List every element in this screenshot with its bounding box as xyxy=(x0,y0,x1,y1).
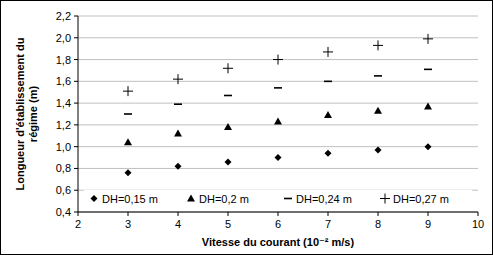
grid-line xyxy=(78,103,478,104)
legend-label: DH=0,15 m xyxy=(102,193,158,205)
legend: DH=0,15 m DH=0,2 m DH=0,24 m DH=0,27 m xyxy=(84,190,472,207)
grid-line xyxy=(78,16,478,17)
y-tick xyxy=(74,124,78,125)
x-tick xyxy=(128,212,129,216)
y-tick xyxy=(74,168,78,169)
x-tick xyxy=(178,212,179,216)
legend-symbol xyxy=(284,198,292,200)
y-tick xyxy=(74,37,78,38)
point xyxy=(173,74,183,84)
point xyxy=(273,55,283,65)
y-axis xyxy=(78,16,79,212)
point xyxy=(423,34,433,44)
point xyxy=(175,163,182,170)
point xyxy=(274,87,282,89)
point xyxy=(225,158,232,165)
point xyxy=(275,154,282,161)
legend-label: DH=0,27 m xyxy=(393,193,449,205)
chart-frame xyxy=(1,1,493,255)
point xyxy=(324,111,332,118)
y-tick-label: 1,2 xyxy=(56,119,71,131)
point xyxy=(124,138,132,145)
point xyxy=(325,150,332,157)
x-tick xyxy=(278,212,279,216)
series xyxy=(124,69,432,114)
legend-symbol xyxy=(187,195,195,202)
x-tick xyxy=(228,212,229,216)
y-axis-label: Longueur d'établissement durégime (m) xyxy=(14,38,39,191)
point xyxy=(375,146,382,153)
y-tick xyxy=(74,16,78,17)
y-tick-label: 0,4 xyxy=(56,206,71,218)
x-tick xyxy=(428,212,429,216)
legend-symbol xyxy=(91,195,98,202)
y-tick-label: 2,0 xyxy=(56,32,71,44)
point xyxy=(374,75,382,77)
x-tick xyxy=(478,212,479,216)
x-tick-label: 3 xyxy=(125,218,131,230)
y-tick-label: 0,6 xyxy=(56,184,71,196)
point xyxy=(123,86,133,96)
point xyxy=(174,103,182,105)
point xyxy=(124,113,132,115)
point xyxy=(323,47,333,57)
y-tick-label: 1,0 xyxy=(56,141,71,153)
y-tick xyxy=(74,81,78,82)
point xyxy=(224,123,232,130)
y-tick-label: 1,4 xyxy=(56,97,71,109)
x-tick-label: 5 xyxy=(225,218,231,230)
point xyxy=(324,81,332,83)
point xyxy=(424,69,432,71)
x-tick-label: 2 xyxy=(75,218,81,230)
y-tick xyxy=(74,59,78,60)
point xyxy=(425,143,432,150)
plot-marks xyxy=(123,34,433,176)
chart: 0,4 0,6 0,8 1,0 1,2 1,4 1,6 1,8 2,0 2,2 2 3 4 5 6 7 8 9 10… xyxy=(0,0,493,255)
x-tick-label: 8 xyxy=(375,218,381,230)
point xyxy=(424,102,432,109)
x-tick-label: 6 xyxy=(275,218,281,230)
y-tick xyxy=(74,212,78,213)
y-tick xyxy=(74,103,78,104)
grid-line xyxy=(78,212,478,213)
x-tick xyxy=(328,212,329,216)
legend-label: DH=0,2 m xyxy=(199,193,249,205)
x-axis-label: Vitesse du courant (10⁻² m/s) xyxy=(202,236,355,248)
point xyxy=(373,40,383,50)
y-tick-label: 0,8 xyxy=(56,162,71,174)
y-tick xyxy=(74,190,78,191)
legend-symbol xyxy=(380,194,390,204)
y-tick-label: 1,6 xyxy=(56,75,71,87)
grid-line xyxy=(78,146,478,147)
x-axis xyxy=(78,212,478,213)
x-tick-label: 9 xyxy=(425,218,431,230)
point xyxy=(274,118,282,125)
y-tick xyxy=(74,146,78,147)
grid-line xyxy=(78,81,478,82)
y-tick-label: 1,8 xyxy=(56,54,71,66)
series xyxy=(123,34,433,96)
x-tick xyxy=(378,212,379,216)
x-tick-label: 7 xyxy=(325,218,331,230)
point xyxy=(223,63,233,73)
grid-line xyxy=(78,37,478,38)
x-tick-label: 4 xyxy=(175,218,181,230)
legend-box xyxy=(84,190,472,207)
point xyxy=(174,130,182,137)
y-tick-label: 2,2 xyxy=(56,10,71,22)
grid-line xyxy=(78,168,478,169)
series xyxy=(125,143,432,176)
x-tick-label: 10 xyxy=(472,218,484,230)
legend-label: DH=0,24 m xyxy=(296,193,352,205)
y-axis-label-line: régime (m) xyxy=(27,86,39,143)
series xyxy=(124,102,432,145)
y-axis-label-line: Longueur d'établissement du xyxy=(14,38,26,191)
x-tick xyxy=(78,212,79,216)
point xyxy=(224,95,232,97)
point xyxy=(125,169,132,176)
point xyxy=(374,107,382,114)
